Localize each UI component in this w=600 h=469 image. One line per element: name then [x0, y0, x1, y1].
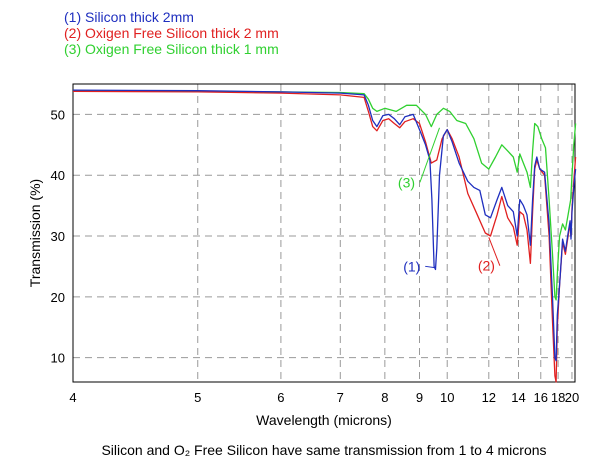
- y-axis-label: Transmission (%): [27, 179, 43, 287]
- x-tick-label: 20: [565, 390, 579, 405]
- x-tick-label: 10: [440, 390, 454, 405]
- x-tick-label: 9: [416, 390, 423, 405]
- x-tick-label: 8: [381, 390, 388, 405]
- series-lines: [72, 89, 577, 383]
- legend-entry-2: (2) Oxigen Free Silicon thick 2 mm: [64, 25, 279, 41]
- annotation-label-2: (2): [478, 258, 495, 274]
- series-line-1: [72, 89, 577, 362]
- x-tick-labels: 4 5 6 7 8 9 10 12 14 16 18 20: [69, 390, 579, 405]
- legend: (1) Silicon thick 2mm(2) Oxigen Free Sil…: [64, 9, 279, 57]
- y-tick-label: 40: [51, 168, 65, 183]
- x-axis-label: Wavelength (microns): [256, 412, 392, 428]
- y-tick-label: 20: [51, 290, 65, 305]
- chart-caption: Silicon and O₂ Free Silicon have same tr…: [101, 442, 546, 458]
- series-line-2: [72, 90, 577, 383]
- series-line-3: [72, 90, 577, 301]
- x-tick-label: 16: [534, 390, 548, 405]
- legend-entry-1: (1) Silicon thick 2mm: [64, 9, 194, 25]
- y-tick-label: 50: [51, 107, 65, 122]
- x-tick-label: 12: [482, 390, 496, 405]
- x-tick-label: 5: [194, 390, 201, 405]
- y-tick-label: 10: [51, 351, 65, 366]
- annotations: (1) (2) (3): [398, 127, 501, 274]
- x-tick-label: 14: [511, 390, 525, 405]
- annotation-leader-3: [419, 127, 440, 183]
- x-tick-label: 18: [551, 390, 565, 405]
- grid-lines: [73, 84, 575, 382]
- annotation-leader-2: [488, 237, 501, 266]
- x-tick-label: 4: [69, 390, 76, 405]
- plot-frame: [72, 83, 576, 383]
- x-tick-label: 6: [277, 390, 284, 405]
- y-tick-labels: 10 20 30 40 50: [51, 107, 65, 365]
- y-tick-label: 30: [51, 229, 65, 244]
- x-tick-label: 7: [337, 390, 344, 405]
- annotation-label-3: (3): [398, 174, 415, 190]
- annotation-label-1: (1): [403, 258, 420, 274]
- annotation-leader-1: [425, 265, 435, 269]
- legend-entry-3: (3) Oxigen Free Silicon thick 1 mm: [64, 41, 279, 57]
